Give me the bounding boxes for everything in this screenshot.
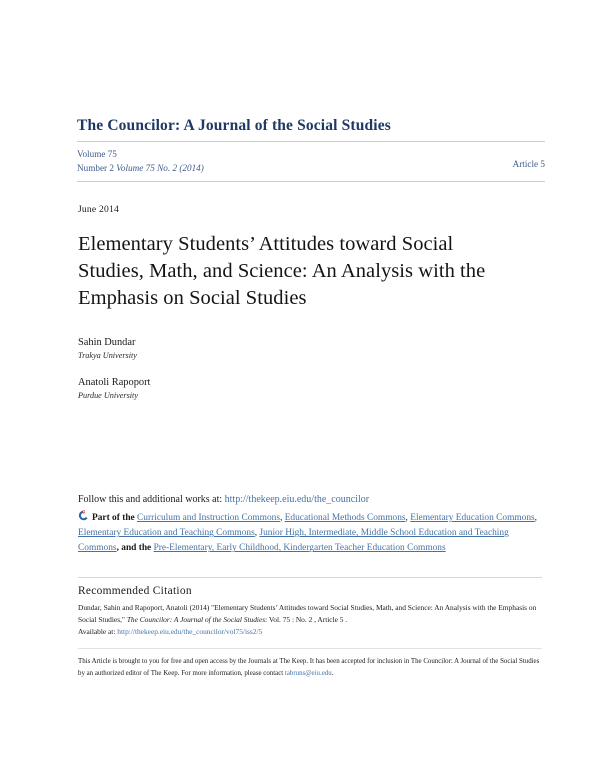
citation-top-rule xyxy=(78,577,542,578)
commons-link-elementary-education[interactable]: Elementary Education Commons xyxy=(410,513,535,523)
commons-link-elementary-education-and-teaching[interactable]: Elementary Education and Teaching Common… xyxy=(78,528,255,539)
issue-bar: Volume 75 Number 2 Volume 75 No. 2 (2014… xyxy=(77,142,545,181)
issue-title: Volume 75 No. 2 (2014) xyxy=(116,163,204,174)
follow-section: Follow this and additional works at: htt… xyxy=(78,492,542,557)
journal-masthead: The Councilor: A Journal of the Social S… xyxy=(77,116,545,182)
author-name: Anatoli Rapoport xyxy=(78,377,151,389)
available-at-url-link[interactable]: http://thekeep.eiu.edu/the_councilor/vol… xyxy=(117,626,263,636)
commons-link-curriculum-and-instruction[interactable]: Curriculum and Instruction Commons xyxy=(137,513,281,523)
citation-journal-name: The Councilor: A Journal of the Social S… xyxy=(126,614,266,624)
repository-url-link[interactable]: http://thekeep.eiu.edu/the_councilor xyxy=(224,494,370,505)
list-separator: , xyxy=(534,513,538,523)
masthead-top-rule xyxy=(77,141,545,143)
digital-commons-icon xyxy=(78,510,89,521)
list-separator: , xyxy=(280,513,285,523)
author-affiliation: Trakya University xyxy=(78,351,137,361)
number-line: Number 2 Volume 75 No. 2 (2014) xyxy=(77,162,204,176)
commons-link-pre-elementary-early-childhood-kindergarten[interactable]: Pre-Elementary, Early Childhood, Kinderg… xyxy=(153,543,446,554)
list-separator: , xyxy=(405,513,411,523)
footer-rule xyxy=(78,648,542,649)
article-number-label: Article 5 xyxy=(512,159,545,170)
footer-notice-text: This Article is brought to you for free … xyxy=(78,658,540,677)
recommended-citation-heading: Recommended Citation xyxy=(78,585,192,597)
citation-locator: : Vol. 75 : No. 2 , Article 5 . xyxy=(265,614,348,624)
issue-info: Volume 75 Number 2 Volume 75 No. 2 (2014… xyxy=(77,148,204,176)
recommended-citation-section: Recommended Citation Dundar, Sahin and R… xyxy=(78,577,542,638)
repository-footer: This Article is brought to you for free … xyxy=(78,648,542,679)
article-header: June 2014 Elementary Students’ Attitudes… xyxy=(78,204,548,416)
volume-label: Volume 75 xyxy=(77,149,117,160)
author-list: Sahin Dundar Trakya University Anatoli R… xyxy=(78,336,548,401)
article-title: Elementary Students’ Attitudes toward So… xyxy=(78,233,486,310)
journal-title: The Councilor: A Journal of the Social S… xyxy=(77,117,391,134)
footer-notice: This Article is brought to you for free … xyxy=(78,656,542,679)
publication-date: June 2014 xyxy=(78,204,119,215)
citation-authors-and-title: Dundar, Sahin and Rapoport, Anatoli (201… xyxy=(78,603,537,624)
follow-line: Follow this and additional works at: htt… xyxy=(78,492,542,507)
author-name: Sahin Dundar xyxy=(78,337,136,349)
masthead-bottom-rule xyxy=(77,180,545,182)
footer-notice-period: . xyxy=(331,669,334,677)
commons-link-junior-high-middle-school-education-and-teaching[interactable]: Junior High, Intermediate, Middle School… xyxy=(78,528,509,554)
list-separator: , xyxy=(254,528,260,539)
part-of-label: Part of the xyxy=(92,513,135,523)
commons-link-educational-methods[interactable]: Educational Methods Commons xyxy=(284,513,406,523)
author-entry: Anatoli Rapoport Purdue University xyxy=(78,376,548,401)
author-entry: Sahin Dundar Trakya University xyxy=(78,336,548,361)
number-label: Number 2 xyxy=(77,163,114,174)
follow-label: Follow this and additional works at: xyxy=(78,494,223,505)
list-conjunction: , and the xyxy=(116,543,154,554)
citation-text: Dundar, Sahin and Rapoport, Anatoli (201… xyxy=(78,602,542,638)
author-affiliation: Purdue University xyxy=(78,391,138,401)
commons-paragraph: Part of the Curriculum and Instruction C… xyxy=(78,510,542,557)
contact-email-link[interactable]: tabruns@eiu.edu xyxy=(284,669,332,677)
available-at-label: Available at: xyxy=(78,626,116,636)
